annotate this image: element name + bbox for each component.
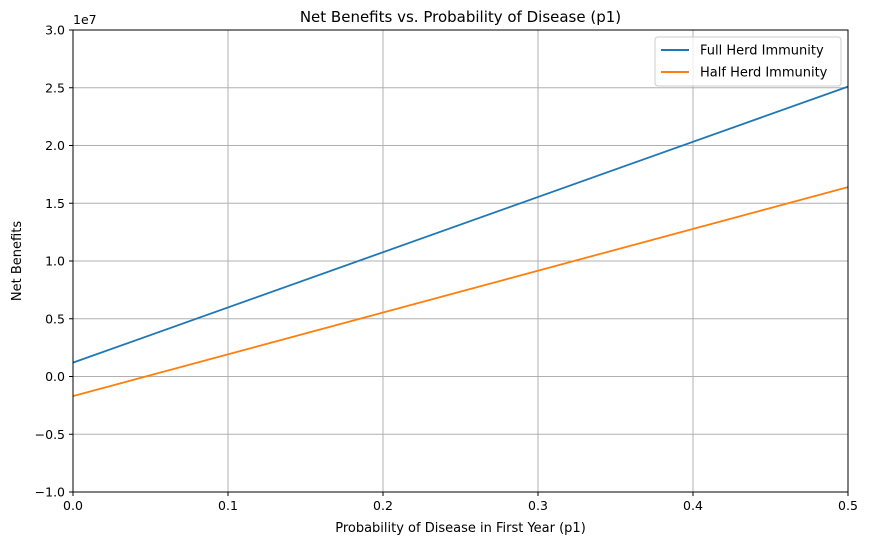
grid [72, 29, 849, 493]
x-axis-label: Probability of Disease in First Year (p1… [335, 521, 586, 536]
series-line-half-herd-immunity [72, 186, 849, 398]
series-lines [72, 85, 849, 398]
legend: Full Herd Immunity Half Herd Immunity [654, 36, 842, 87]
x-tick-label: 0.1 [218, 498, 238, 513]
y-tick-label: 0.5 [45, 311, 65, 326]
y-axis-offset-text: 1e7 [73, 12, 97, 27]
chart-title: Net Benefits vs. Probability of Disease … [300, 8, 621, 26]
x-tick-label: 0.2 [373, 498, 393, 513]
y-tick-label: 2.0 [45, 138, 65, 153]
legend-label-full-herd: Full Herd Immunity [700, 44, 824, 59]
x-tick-label: 0.3 [528, 498, 548, 513]
x-axis-ticks: 0.0 0.1 0.2 0.3 0.4 0.5 [63, 492, 858, 513]
x-tick-label: 0.0 [63, 498, 83, 513]
y-tick-label: 2.5 [45, 80, 65, 95]
y-axis-label: Net Benefits [10, 221, 25, 301]
y-tick-label: 3.0 [45, 23, 65, 38]
y-tick-label: 1.5 [45, 196, 65, 211]
series-line-full-herd-immunity [72, 85, 849, 364]
y-tick-label: 0.0 [45, 369, 65, 384]
x-tick-label: 0.5 [838, 498, 858, 513]
legend-box [654, 36, 842, 87]
y-tick-label: −0.5 [35, 427, 65, 442]
y-tick-label: 1.0 [45, 254, 65, 269]
x-tick-label: 0.4 [683, 498, 703, 513]
y-tick-label: −1.0 [35, 485, 65, 500]
legend-label-half-herd: Half Herd Immunity [700, 66, 828, 81]
y-axis-ticks: −1.0 −0.5 0.0 0.5 1.0 1.5 2.0 2.5 3.0 [35, 23, 73, 500]
